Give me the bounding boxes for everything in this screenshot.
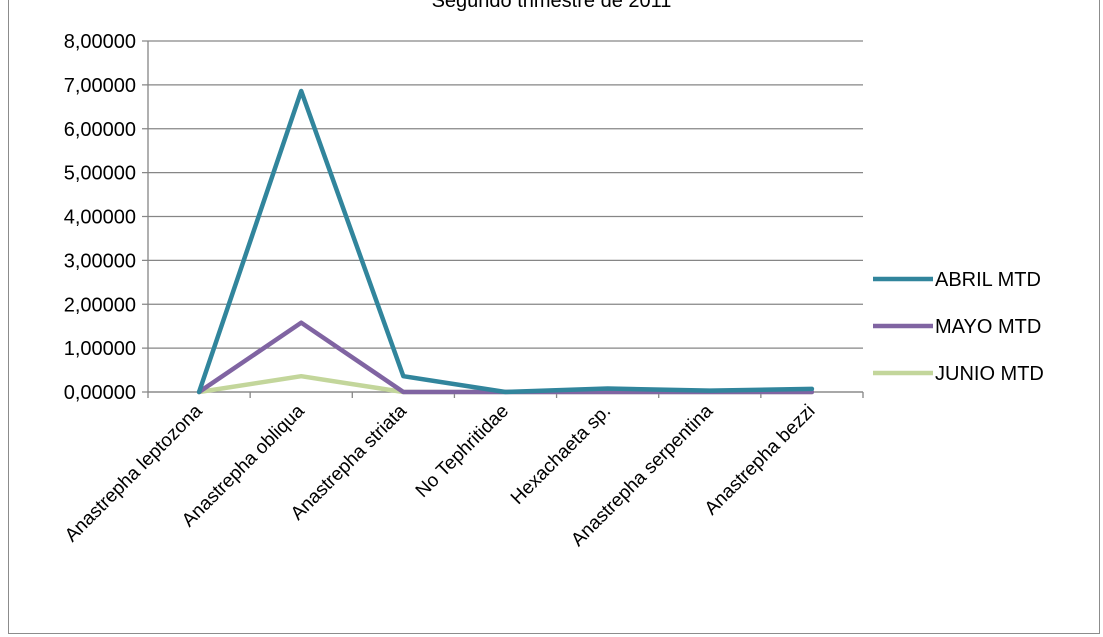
series-line — [196, 88, 815, 395]
x-category-label: No Tephritidae — [412, 401, 513, 502]
y-tick-label: 2,00000 — [64, 294, 136, 316]
y-tick-label: 7,00000 — [64, 75, 136, 97]
legend-label: ABRIL MTD — [935, 269, 1041, 291]
x-category-label: Anastrepha bezzi — [701, 401, 820, 520]
series-line — [196, 320, 815, 395]
x-category-label: Anastrepha striata — [287, 400, 411, 524]
legend-label: MAYO MTD — [935, 316, 1041, 338]
chart-border — [8, 0, 1100, 634]
y-tick-label: 6,00000 — [64, 119, 136, 141]
y-tick-label: 8,00000 — [64, 31, 136, 53]
x-category-label: Hexachaeta sp. — [507, 401, 615, 509]
y-tick-label: 4,00000 — [64, 207, 136, 229]
y-tick-label: 1,00000 — [64, 338, 136, 360]
y-tick-label: 0,00000 — [64, 382, 136, 404]
y-tick-label: 5,00000 — [64, 163, 136, 185]
y-tick-label: 3,00000 — [64, 250, 136, 272]
chart-title: Segundo trimestre de 2011 — [431, 0, 672, 12]
legend-label: JUNIO MTD — [935, 363, 1044, 385]
